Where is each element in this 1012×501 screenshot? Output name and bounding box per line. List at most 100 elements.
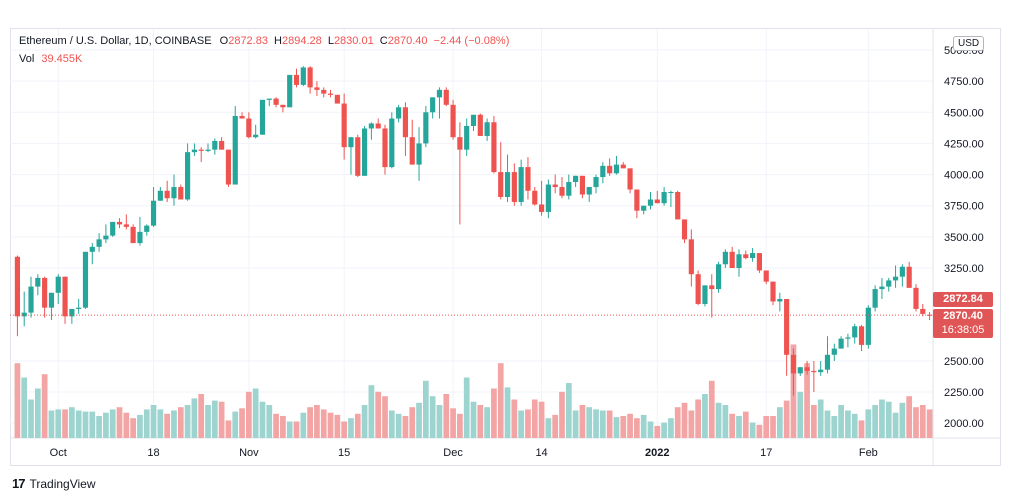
candle-body: [586, 187, 592, 195]
candle-body: [579, 175, 586, 195]
candle-body: [436, 89, 443, 98]
candle-body: [375, 123, 381, 129]
candle-body: [314, 87, 320, 90]
volume-bar: [770, 416, 776, 438]
volume-bar: [184, 405, 191, 438]
candle-body: [872, 289, 878, 308]
volume-bar: [647, 421, 654, 438]
candle-body: [804, 367, 810, 371]
volume-bar: [314, 405, 320, 438]
candle-body: [852, 326, 858, 338]
volume-bar: [756, 424, 763, 438]
candle-body: [137, 231, 143, 244]
y-tick-label: 4000.00: [944, 170, 984, 182]
volume-bar: [334, 414, 341, 438]
candle-body: [35, 277, 41, 287]
candle-body: [55, 276, 61, 293]
currency-button[interactable]: USD: [953, 36, 985, 51]
candle-body: [266, 98, 272, 100]
candle-body: [838, 338, 844, 349]
candle-body: [89, 246, 95, 252]
candle-body: [654, 199, 660, 204]
candle-body: [164, 190, 170, 199]
volume-bar: [708, 380, 715, 438]
volume-bar: [143, 409, 150, 438]
volume-bar: [416, 402, 422, 438]
volume-bar: [164, 413, 171, 438]
volume-bar: [252, 388, 259, 438]
candle-body: [518, 167, 524, 202]
y-tick-label: 2000.00: [944, 418, 984, 430]
volume-bar: [89, 411, 96, 438]
candle-body: [627, 168, 633, 190]
candle-body: [559, 187, 565, 196]
volume-bar: [103, 412, 109, 438]
volume-bar: [205, 405, 211, 438]
legend-high-label: H: [274, 35, 282, 47]
candle-body: [123, 224, 129, 227]
volume-bar: [293, 421, 300, 438]
volume-bar: [538, 401, 545, 438]
volume-bar: [55, 409, 62, 438]
volume-bar: [123, 412, 130, 438]
volume-bar: [395, 413, 402, 438]
candle-body: [641, 205, 647, 211]
volume-bar: [300, 412, 307, 438]
volume-bar: [831, 416, 838, 438]
candle-body: [763, 270, 769, 282]
candle-body: [389, 118, 395, 168]
candle-body: [661, 192, 667, 204]
candle-body: [246, 118, 252, 138]
x-tick-label: 17: [760, 447, 772, 459]
legend-volume: Vol 39.455K: [19, 53, 82, 65]
volume-bar: [48, 410, 55, 438]
candle-body: [259, 99, 266, 135]
candle-body: [28, 286, 34, 313]
volume-bar: [218, 401, 225, 438]
x-tick-label: Nov: [239, 447, 259, 459]
volume-bar: [865, 409, 872, 438]
volume-bar: [851, 413, 858, 438]
volume-bar: [457, 413, 463, 438]
candle-body: [225, 149, 232, 185]
volume-bar: [307, 407, 313, 438]
candle-body: [927, 314, 933, 316]
tradingview-brand[interactable]: 17 TradingView: [12, 476, 96, 491]
volume-bar: [409, 407, 416, 438]
volume-bar: [211, 400, 218, 438]
volume-bar: [885, 401, 892, 438]
volume-bar: [96, 416, 102, 438]
candle-body: [491, 122, 497, 173]
candle-body: [416, 143, 422, 165]
x-tick-label: 14: [535, 447, 547, 459]
volume-bar: [565, 383, 572, 438]
candle-body: [913, 287, 919, 309]
candle-body: [198, 149, 204, 151]
volume-bar: [463, 377, 470, 438]
candle-body: [770, 281, 776, 302]
candle-body: [450, 104, 456, 138]
candle-body: [743, 254, 749, 259]
volume-bar: [477, 405, 484, 438]
volume-bar: [511, 399, 518, 438]
candle-body: [573, 175, 579, 183]
candle-body: [477, 114, 483, 136]
volume-bar: [613, 417, 620, 438]
candle-body: [307, 67, 313, 88]
legend-vol-label: Vol: [19, 53, 35, 65]
x-tick-label: 15: [338, 447, 350, 459]
candle-body: [253, 134, 259, 138]
volume-bar: [783, 400, 790, 438]
volume-bar: [742, 411, 749, 438]
volume-bar: [341, 421, 348, 438]
candle-body: [293, 74, 300, 85]
volume-bar: [668, 418, 674, 438]
volume-bar: [572, 410, 579, 438]
volume-bar: [599, 410, 606, 438]
volume-bar: [348, 418, 354, 438]
volume-bar: [198, 394, 205, 438]
volume-bar: [811, 405, 817, 438]
candle-body: [709, 285, 715, 290]
volume-bar: [150, 405, 157, 438]
